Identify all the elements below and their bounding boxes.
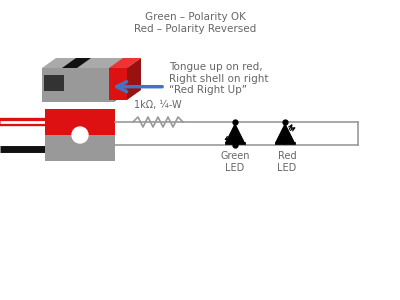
Bar xyxy=(44,75,64,91)
Polygon shape xyxy=(109,58,141,68)
Bar xyxy=(42,68,114,102)
Polygon shape xyxy=(226,124,244,143)
Circle shape xyxy=(72,127,88,143)
Text: Red
LED: Red LED xyxy=(277,152,297,173)
Text: Green – Polarity OK
Red – Polarity Reversed: Green – Polarity OK Red – Polarity Rever… xyxy=(134,12,256,34)
Text: Green
LED: Green LED xyxy=(220,152,250,173)
Polygon shape xyxy=(42,58,128,68)
Text: Tongue up on red,
Right shell on right
“Red Right Up”: Tongue up on red, Right shell on right “… xyxy=(169,62,268,95)
Polygon shape xyxy=(62,58,91,68)
Bar xyxy=(109,68,127,100)
Polygon shape xyxy=(276,124,294,143)
Polygon shape xyxy=(127,58,141,100)
Bar xyxy=(45,135,115,161)
Text: 1kΩ, ¼-W: 1kΩ, ¼-W xyxy=(134,100,182,110)
Polygon shape xyxy=(114,58,128,102)
Bar xyxy=(45,109,115,135)
